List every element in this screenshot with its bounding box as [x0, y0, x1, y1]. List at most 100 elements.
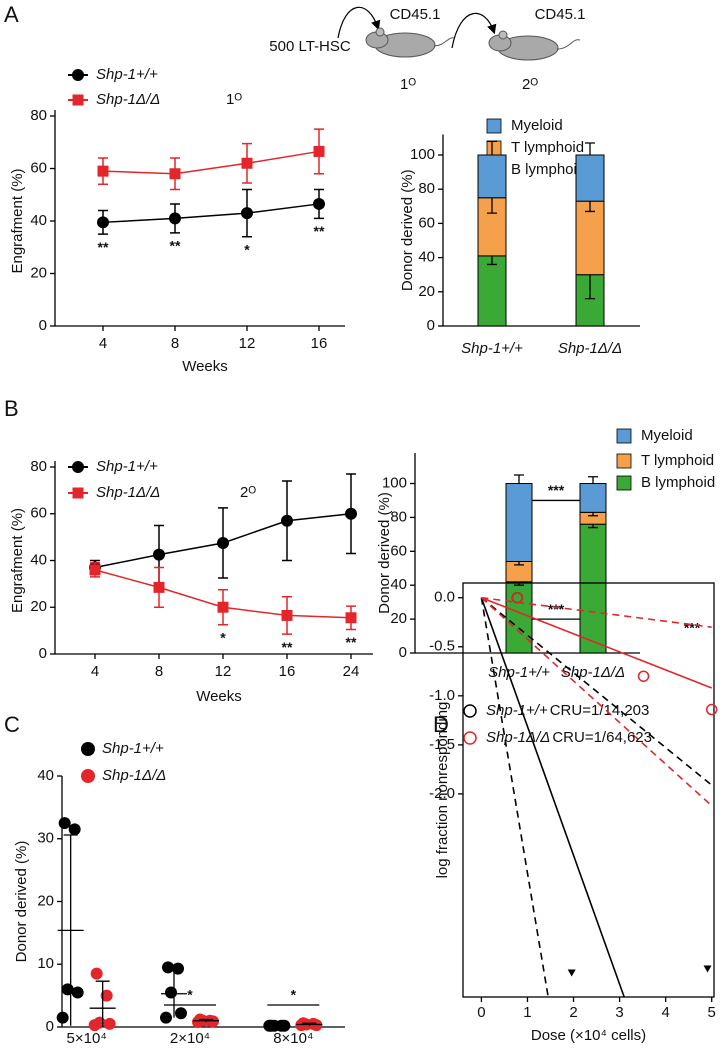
data-point	[637, 670, 650, 682]
y-tick-label: -0.5	[429, 638, 455, 655]
data-point	[58, 817, 71, 830]
x-axis-label: Dose (×10⁴ cells)	[531, 1027, 646, 1044]
significance: **	[98, 239, 109, 255]
legend-label: Shp-1Δ/Δ	[96, 484, 160, 501]
significance: **	[314, 223, 325, 239]
data-point	[345, 507, 357, 520]
data-point	[169, 168, 181, 180]
y-tick-label: 20	[390, 610, 407, 627]
y-tick-label: 40	[37, 767, 54, 784]
data-point	[165, 986, 177, 999]
data-point	[90, 967, 103, 980]
x-tick-label: 2	[569, 1004, 577, 1021]
legend-label: Shp-1+/+	[96, 458, 158, 475]
x-tick-label: 4	[661, 1004, 669, 1021]
data-point	[100, 989, 113, 1002]
sd-bar	[95, 980, 110, 1027]
chart-label: 2ᴼ	[240, 484, 256, 501]
legend-swatch	[616, 453, 632, 469]
panel-label: C	[4, 712, 20, 737]
data-point	[153, 548, 165, 561]
x-tick-label: 5×10⁴	[67, 1030, 107, 1047]
significance: ***	[548, 601, 565, 617]
legend-cru: CRU=1/14,203	[550, 702, 650, 719]
legend-marker	[81, 769, 95, 783]
data-point	[705, 703, 718, 716]
legend-label: Shp-1+/+	[486, 702, 548, 719]
x-tick-label: 2×10⁴	[170, 1030, 210, 1047]
series-line	[102, 203, 320, 224]
legend-cru: CRU=1/64,623	[552, 729, 652, 746]
series-line	[102, 150, 320, 175]
x-tick-label: 8×10⁴	[273, 1030, 313, 1047]
bar-segment	[477, 255, 507, 327]
y-tick-label: -1.5	[429, 736, 455, 753]
x-tick-label: 1	[523, 1004, 531, 1021]
y-tick-label: 20	[37, 892, 54, 909]
data-point	[313, 197, 325, 210]
legend-swatch	[616, 475, 632, 491]
data-point	[68, 823, 81, 836]
x-tick-label: 4	[99, 335, 107, 352]
y-tick-label: 0	[46, 1018, 54, 1035]
error-bar	[588, 476, 598, 484]
data-point	[153, 581, 165, 593]
significance: ***	[548, 482, 565, 498]
y-tick-label: 60	[30, 505, 47, 522]
bar-segment	[575, 200, 605, 276]
error-bar	[514, 474, 524, 484]
data-point	[241, 157, 253, 169]
data-point	[56, 1011, 69, 1024]
significance: *	[187, 987, 193, 1003]
y-tick-label: -1.0	[429, 687, 455, 704]
censored-point	[567, 969, 576, 977]
legend-label: Shp-1+/+	[102, 740, 164, 757]
legend-label: Myeloid	[511, 117, 563, 134]
x-tick-label: 12	[215, 663, 232, 680]
fit-line	[481, 596, 712, 689]
recipient-label: 2ᴼ	[522, 76, 538, 93]
y-axis-label: Engrafment (%)	[9, 508, 26, 613]
mouse-icon	[365, 27, 456, 58]
y-tick-label: 0	[399, 644, 407, 661]
x-tick-label: Shp-1Δ/Δ	[558, 340, 622, 357]
y-tick-label: 30	[37, 830, 54, 847]
panel-label: D	[433, 712, 449, 737]
data-point	[192, 1015, 204, 1028]
y-axis-label: Donor derived (%)	[376, 492, 393, 614]
y-tick-label: 40	[30, 551, 47, 568]
sd-bar	[63, 834, 78, 1026]
legend-label: Myeloid	[641, 427, 693, 444]
legend-marker	[463, 731, 477, 745]
legend-label: Shp-1+/+	[96, 66, 158, 83]
y-tick-label: 100	[382, 474, 407, 491]
data-point	[169, 212, 181, 225]
x-tick-label: 3	[615, 1004, 623, 1021]
significance: **	[346, 634, 357, 650]
y-tick-label: 40	[418, 249, 435, 266]
x-tick-label: Shp-1+/+	[488, 664, 550, 681]
mouse-icon	[488, 30, 581, 61]
y-tick-label: 20	[30, 264, 47, 281]
x-tick-label: 8	[155, 663, 163, 680]
significance: *	[220, 629, 226, 645]
legend-label: T lymphoid	[511, 139, 584, 156]
x-axis-label: Weeks	[182, 358, 228, 375]
censored-point	[703, 965, 712, 973]
strain-label: CD45.1	[390, 6, 441, 23]
legend-marker	[72, 461, 84, 473]
y-axis-label: Donor derived (%)	[399, 169, 416, 291]
bar-segment	[477, 154, 507, 199]
plot-frame	[462, 582, 715, 998]
y-tick-label: 80	[390, 508, 407, 525]
arrow	[337, 6, 381, 39]
data-point	[281, 514, 293, 527]
x-tick-label: 5	[708, 1004, 716, 1021]
data-point	[241, 207, 253, 220]
recipient-label: 1ᴼ	[400, 76, 416, 93]
y-tick-label: 0	[39, 645, 47, 662]
data-point	[313, 145, 325, 157]
y-tick-label: 80	[30, 107, 47, 124]
y-tick-label: 20	[418, 283, 435, 300]
